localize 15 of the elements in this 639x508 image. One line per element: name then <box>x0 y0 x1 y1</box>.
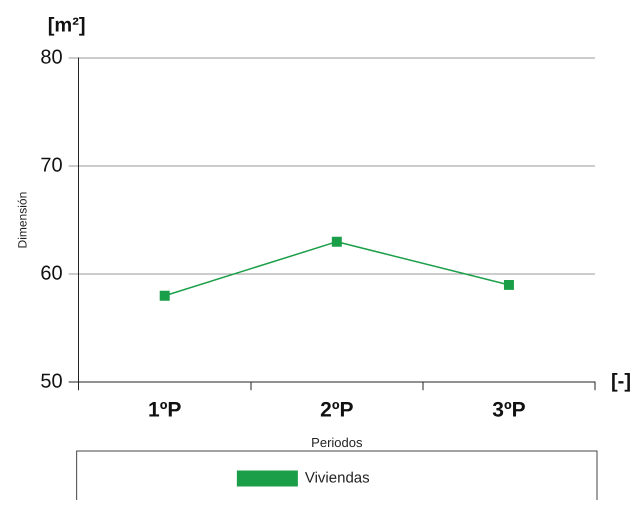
point <box>332 236 342 247</box>
x-tick-label: 3ºP <box>492 398 526 422</box>
y-tick-label: 50 <box>40 370 63 393</box>
point <box>504 280 514 290</box>
y-axis-title: Dimensión <box>16 192 30 248</box>
y-tick-label: 60 <box>40 262 63 285</box>
x-tick-label: 2ºP <box>320 398 354 422</box>
legend-label: Viviendas <box>304 470 370 487</box>
y-tick-label: 70 <box>40 154 63 177</box>
x-tick-label: 1ºP <box>148 398 182 422</box>
point <box>160 290 170 301</box>
text: [m²] <box>48 14 86 37</box>
x-axis-title: Periodos <box>311 434 363 450</box>
y-tick-label: 80 <box>40 46 63 69</box>
text: [-] <box>611 370 631 393</box>
